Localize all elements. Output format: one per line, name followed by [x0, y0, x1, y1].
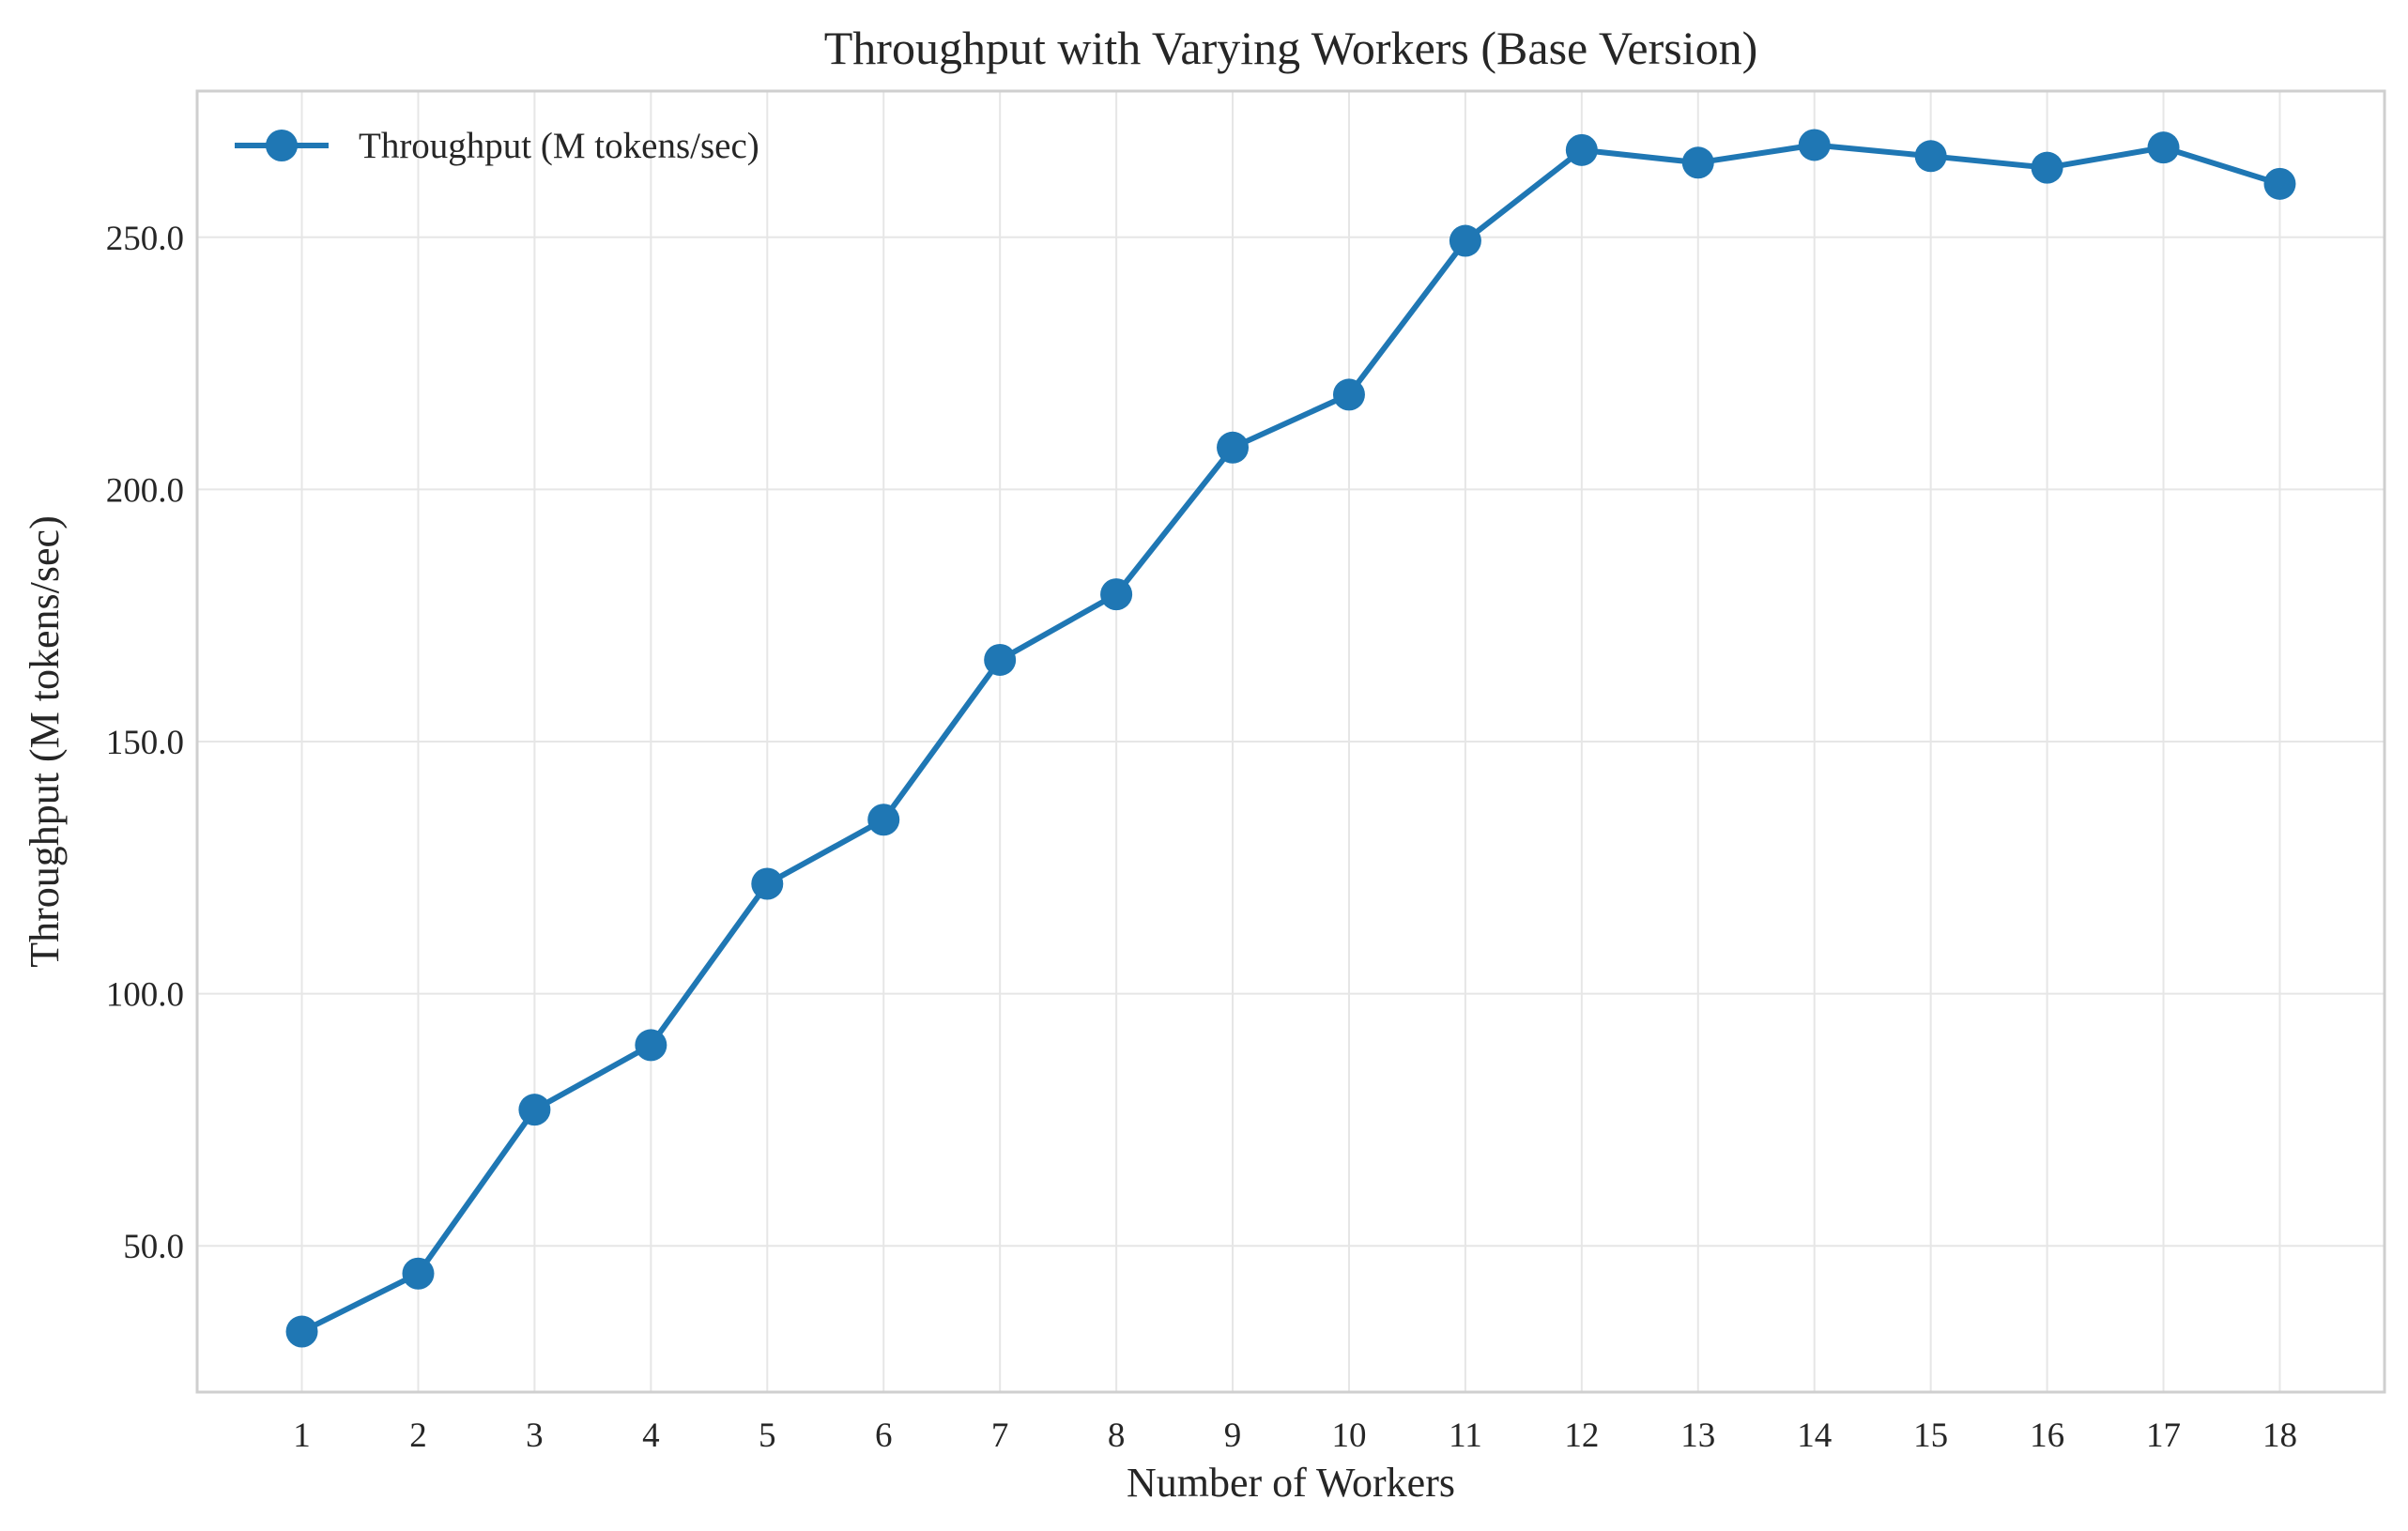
- series-layer: [285, 129, 2296, 1348]
- y-tick-label: 250.0: [106, 220, 184, 258]
- data-point: [402, 1257, 435, 1290]
- data-point: [1681, 146, 1714, 179]
- data-point: [1798, 129, 1831, 161]
- x-axis-ticks: 1 2 3 4 5 6 7 8 9 10 11 12 13 14 15 16 17 18: [293, 1416, 2297, 1455]
- legend-label: Throughput (M tokens/sec): [359, 126, 759, 166]
- x-tick-label: 4: [642, 1416, 660, 1455]
- data-point: [2263, 167, 2296, 200]
- x-tick-label: 18: [2262, 1416, 2297, 1455]
- data-point: [1332, 378, 1365, 411]
- y-tick-label: 150.0: [106, 724, 184, 762]
- legend: Throughput (M tokens/sec): [235, 126, 759, 166]
- y-tick-label: 50.0: [123, 1228, 184, 1266]
- x-tick-label: 3: [526, 1416, 544, 1455]
- x-tick-label: 5: [759, 1416, 776, 1455]
- y-tick-label: 200.0: [106, 471, 184, 510]
- x-tick-label: 9: [1224, 1416, 1242, 1455]
- data-point: [1100, 578, 1133, 611]
- x-axis-label: Number of Workers: [1127, 1460, 1455, 1506]
- series-line: [300, 142, 2281, 1335]
- data-point: [984, 643, 1017, 676]
- data-point: [751, 867, 784, 900]
- y-tick-label: 100.0: [106, 976, 184, 1015]
- legend-marker: [266, 130, 298, 161]
- x-tick-label: 2: [409, 1416, 427, 1455]
- chart-title: Throughput with Varying Workers (Base Ve…: [824, 22, 1757, 74]
- x-tick-label: 14: [1797, 1416, 1832, 1455]
- x-tick-label: 7: [991, 1416, 1009, 1455]
- x-tick-label: 6: [875, 1416, 893, 1455]
- data-point: [285, 1315, 318, 1348]
- x-tick-label: 10: [1331, 1416, 1366, 1455]
- x-tick-label: 13: [1680, 1416, 1715, 1455]
- data-point: [518, 1094, 551, 1126]
- data-point: [1914, 140, 1947, 173]
- y-axis-label: Throughput (M tokens/sec): [22, 515, 68, 967]
- x-tick-label: 8: [1108, 1416, 1126, 1455]
- x-tick-label: 12: [1564, 1416, 1599, 1455]
- grid: [197, 91, 2385, 1392]
- data-point: [1449, 224, 1481, 257]
- x-tick-label: 15: [1913, 1416, 1948, 1455]
- data-point: [867, 804, 900, 836]
- data-point: [1217, 431, 1250, 464]
- data-point: [635, 1029, 667, 1062]
- x-tick-label: 16: [2030, 1416, 2064, 1455]
- plot-frame: [195, 89, 2386, 1394]
- data-point: [1565, 133, 1598, 166]
- y-axis-ticks: 50.0 100.0 150.0 200.0 250.0: [106, 220, 184, 1266]
- x-tick-label: 17: [2146, 1416, 2181, 1455]
- x-tick-label: 11: [1449, 1416, 1482, 1455]
- x-tick-label: 1: [293, 1416, 311, 1455]
- data-point: [2031, 151, 2063, 184]
- data-point: [2147, 131, 2180, 164]
